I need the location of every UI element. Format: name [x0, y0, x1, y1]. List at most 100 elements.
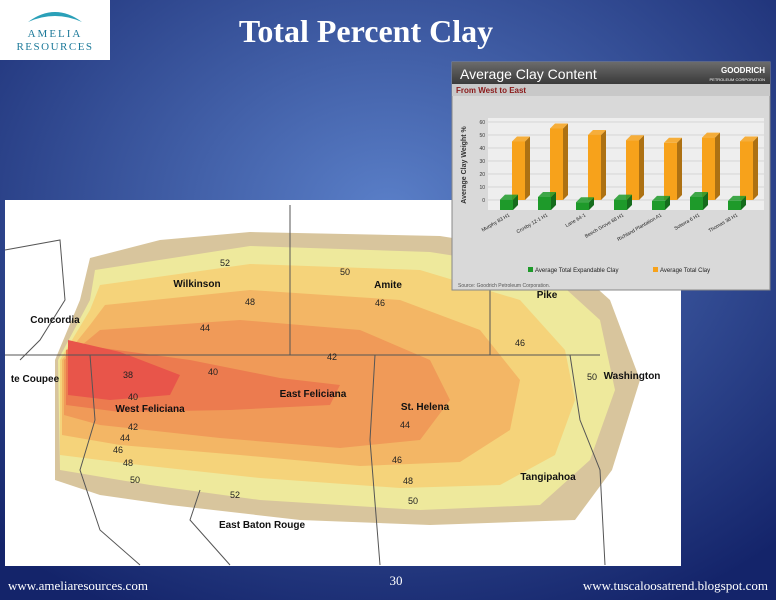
contour-label: 48 [245, 297, 255, 307]
county-label: East Feliciana [280, 389, 347, 400]
chart-source: Source: Goodrich Petroleum Corporation. [458, 283, 550, 289]
contour-label: 46 [515, 338, 525, 348]
contour-label: 40 [208, 367, 218, 377]
inset-header [452, 62, 770, 84]
bar [588, 135, 601, 200]
contour-label: 50 [408, 496, 418, 506]
chart-title: Average Clay Content [460, 66, 597, 82]
bar-side [551, 192, 556, 210]
bar [652, 200, 665, 210]
bar-top [550, 123, 568, 129]
contour-label: 46 [375, 298, 385, 308]
bar-side [753, 136, 758, 200]
bar-side [563, 123, 568, 200]
border-line [4, 239, 66, 361]
border-line [189, 489, 231, 566]
bar [740, 141, 753, 200]
bar-top [538, 192, 556, 197]
footer-right: www.tuscaloosatrend.blogspot.com [583, 578, 768, 593]
chart-logo-sub: PETROLEUM CORPORATION [710, 77, 766, 82]
bar-top [626, 135, 644, 141]
contour-label: 48 [123, 458, 133, 468]
y-tick-label: 60 [479, 120, 485, 126]
contour-label: 50 [587, 372, 597, 382]
map: Wilkinson Amite Pike Concordia te Coupee West… [4, 200, 681, 566]
y-tick-label: 10 [479, 185, 485, 191]
bar [690, 197, 703, 210]
contour-label: 40 [128, 392, 138, 402]
border-line [369, 354, 381, 566]
logo-box [0, 0, 110, 60]
contour-label: 52 [220, 258, 230, 268]
logo: AMELIA RESOURCES [0, 0, 110, 60]
border-line [569, 354, 606, 566]
county-label: Washington [604, 371, 661, 382]
bar [626, 140, 639, 200]
bar [702, 137, 715, 200]
bar [664, 142, 677, 200]
bar-top [740, 136, 758, 142]
contour-label: 46 [113, 445, 123, 455]
chart-subtitle: From West to East [456, 86, 526, 95]
y-tick-label: 20 [479, 172, 485, 178]
bar [500, 199, 513, 210]
inset-chart: Average Clay Content GOODRICH PETROLEUM … [451, 61, 771, 291]
bar-side [703, 192, 708, 210]
bar-side [601, 130, 606, 200]
bar-side [741, 195, 746, 210]
county-borders [4, 205, 606, 566]
contour-label: 50 [130, 475, 140, 485]
bar-top [702, 132, 720, 138]
bar [576, 202, 589, 210]
contour-label: 52 [230, 490, 240, 500]
bar [538, 197, 551, 210]
bar-top [690, 192, 708, 197]
county-label: East Baton Rouge [219, 520, 306, 531]
contour-label: 42 [327, 352, 337, 362]
contour-label: 38 [123, 370, 133, 380]
bar-side [525, 136, 530, 200]
bar-side [639, 135, 644, 200]
y-tick-label: 0 [482, 198, 485, 204]
bar-side [513, 194, 518, 210]
logo-text: RESOURCES [16, 41, 93, 53]
bar-top [652, 195, 670, 201]
bar-top [512, 136, 530, 142]
bar-side [589, 197, 594, 210]
inset-subheader [452, 84, 770, 96]
county-label: Wilkinson [173, 279, 220, 290]
bar-side [627, 194, 632, 210]
slide-title: Total Percent Clay [239, 13, 493, 49]
y-tick-label: 50 [479, 133, 485, 139]
bar-side [665, 195, 670, 210]
county-label: te Coupee [11, 374, 60, 385]
footer-left: www.ameliaresources.com [8, 578, 148, 593]
contour-label: 46 [392, 455, 402, 465]
footer: www.ameliaresources.com 30 www.tuscaloos… [8, 573, 768, 593]
bar [512, 141, 525, 200]
contour-label: 44 [120, 433, 130, 443]
county-label: Concordia [30, 315, 80, 326]
bar-top [500, 194, 518, 200]
bar [550, 128, 563, 200]
county-label: St. Helena [401, 402, 450, 413]
county-label: West Feliciana [115, 404, 185, 415]
bar-side [715, 132, 720, 200]
bar [614, 199, 627, 210]
legend-label: Average Total Clay [660, 268, 710, 274]
contour-label: 48 [403, 476, 413, 486]
bar-top [614, 194, 632, 200]
contour-label: 44 [200, 323, 210, 333]
county-label: Amite [374, 280, 402, 291]
border-line [79, 354, 141, 566]
legend-label: Average Total Expandable Clay [535, 268, 619, 274]
contour-label: 44 [400, 420, 410, 430]
county-label: Pike [537, 290, 558, 301]
page-number: 30 [390, 573, 403, 588]
logo-text: AMELIA [28, 28, 83, 40]
y-axis-label: Average Clay Weight % [461, 126, 468, 204]
logo-arc [28, 12, 82, 22]
bar-top [588, 130, 606, 135]
